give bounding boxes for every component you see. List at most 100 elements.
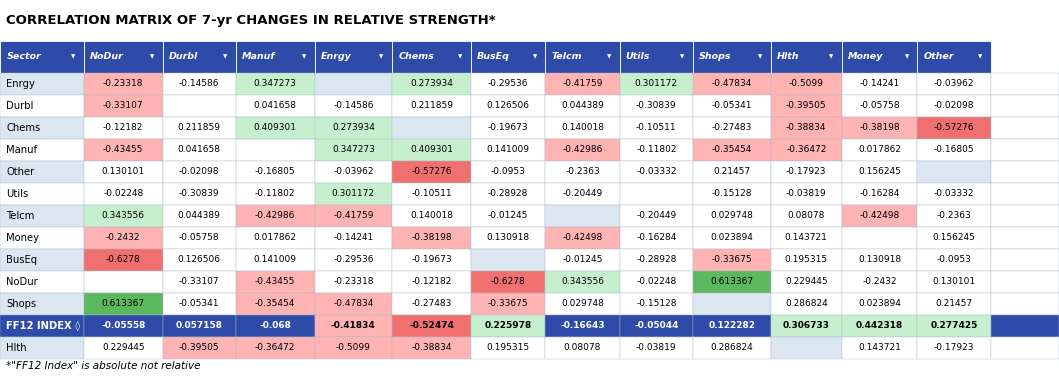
Bar [991,271,1059,293]
Text: 0.044389: 0.044389 [178,211,220,220]
Text: -0.33107: -0.33107 [179,277,219,286]
Text: -0.47834: -0.47834 [334,300,374,308]
Text: -0.42498: -0.42498 [562,234,603,242]
Bar [84,41,162,73]
Bar [771,293,842,315]
Text: BusEq: BusEq [477,52,509,61]
Bar [392,271,471,293]
Bar [991,183,1059,205]
Text: -0.16805: -0.16805 [255,168,295,177]
Bar [693,337,771,359]
Text: -0.16284: -0.16284 [636,234,677,242]
Bar [392,95,471,117]
Bar [315,73,392,95]
Text: -0.11802: -0.11802 [636,146,677,154]
Text: 0.156245: 0.156245 [858,168,901,177]
Text: ▼: ▼ [459,54,463,59]
Bar [236,183,315,205]
Bar [693,117,771,139]
Bar [991,205,1059,227]
Text: Chems: Chems [398,52,434,61]
Bar [236,315,315,337]
Text: Money: Money [848,52,883,61]
Text: 0.041658: 0.041658 [254,101,297,111]
Bar [162,337,236,359]
Text: -0.15128: -0.15128 [712,189,752,198]
Text: -0.57276: -0.57276 [934,123,974,132]
Text: -0.2363: -0.2363 [566,168,599,177]
Text: Shops: Shops [6,299,36,309]
Text: 0.277425: 0.277425 [931,321,977,331]
Bar [0,337,84,359]
Text: -0.38834: -0.38834 [786,123,827,132]
Bar [771,249,842,271]
Text: -0.41759: -0.41759 [334,211,374,220]
Text: 0.286824: 0.286824 [711,343,753,352]
Bar [620,249,693,271]
Text: NoDur: NoDur [6,277,38,287]
Text: ▼: ▼ [149,54,154,59]
Text: -0.0953: -0.0953 [937,255,971,264]
Text: -0.20449: -0.20449 [562,189,603,198]
Text: -0.10511: -0.10511 [411,189,452,198]
Bar [917,183,991,205]
Bar [620,205,693,227]
Text: -0.068: -0.068 [259,321,291,331]
Bar [392,41,471,73]
Bar [771,95,842,117]
Text: Hlth: Hlth [776,52,798,61]
Bar [771,227,842,249]
Text: 0.041658: 0.041658 [178,146,220,154]
Text: -0.39505: -0.39505 [179,343,219,352]
Text: -0.05341: -0.05341 [179,300,219,308]
Text: ▼: ▼ [223,54,228,59]
Text: -0.23318: -0.23318 [103,80,143,88]
Text: 0.442318: 0.442318 [856,321,903,331]
Text: 0.029748: 0.029748 [561,300,604,308]
Bar [917,73,991,95]
Bar [917,227,991,249]
Bar [693,41,771,73]
Bar [771,183,842,205]
Text: BusEq: BusEq [6,255,37,265]
Bar [0,139,84,161]
Text: ▼: ▼ [904,54,909,59]
Text: -0.12182: -0.12182 [411,277,451,286]
Text: -0.16284: -0.16284 [860,189,900,198]
Text: -0.05758: -0.05758 [860,101,900,111]
Bar [471,73,545,95]
Bar [917,293,991,315]
Text: ▼: ▼ [758,54,762,59]
Bar [315,205,392,227]
Bar [0,271,84,293]
Text: -0.12182: -0.12182 [103,123,143,132]
Text: 0.225978: 0.225978 [484,321,532,331]
Text: -0.33675: -0.33675 [488,300,528,308]
Text: -0.27483: -0.27483 [712,123,752,132]
Text: -0.5099: -0.5099 [336,343,371,352]
Bar [917,139,991,161]
Text: -0.57276: -0.57276 [411,168,452,177]
Text: 0.126506: 0.126506 [178,255,220,264]
Text: -0.29536: -0.29536 [334,255,374,264]
Text: Durbl: Durbl [6,101,34,111]
Bar [315,249,392,271]
Text: 0.130101: 0.130101 [102,168,145,177]
Bar [392,337,471,359]
Bar [392,183,471,205]
Bar [620,293,693,315]
Bar [236,41,315,73]
Text: 0.21457: 0.21457 [714,168,751,177]
Text: 0.347273: 0.347273 [254,80,297,88]
Text: 0.195315: 0.195315 [486,343,530,352]
Bar [917,249,991,271]
Bar [0,227,84,249]
Text: 0.140018: 0.140018 [561,123,604,132]
Text: 0.156245: 0.156245 [933,234,975,242]
Bar [842,183,917,205]
Text: 0.409301: 0.409301 [254,123,297,132]
Text: -0.19673: -0.19673 [411,255,452,264]
Text: -0.5099: -0.5099 [789,80,824,88]
Text: -0.38834: -0.38834 [411,343,452,352]
Bar [620,117,693,139]
